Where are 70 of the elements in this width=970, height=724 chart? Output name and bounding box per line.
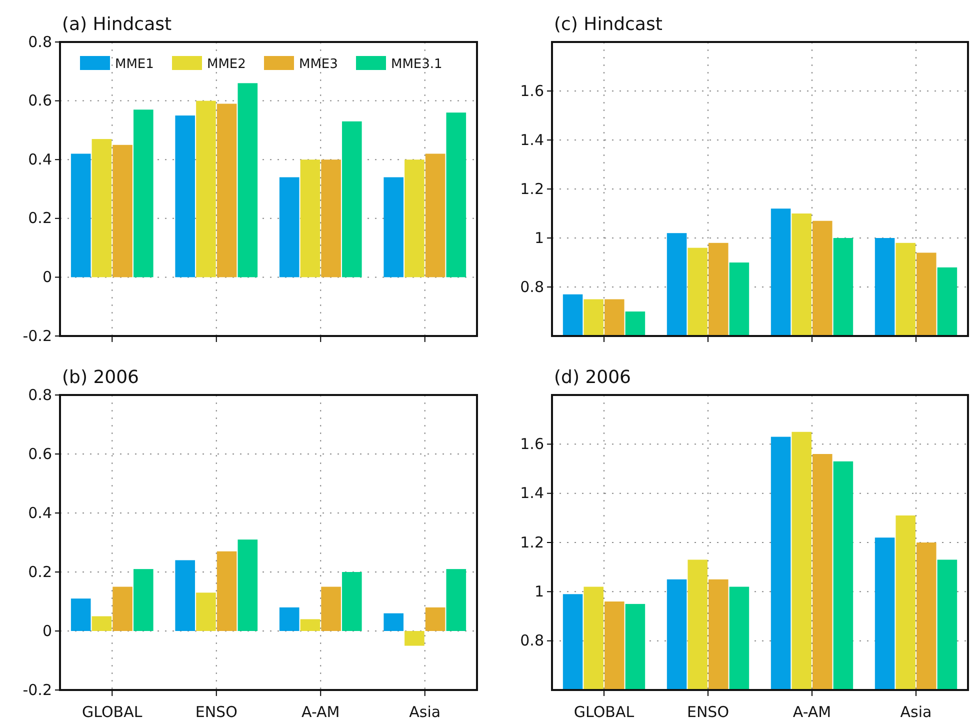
x-tick-label: A-AM: [302, 703, 340, 721]
bar: [425, 607, 446, 631]
y-tick-label: 1.2: [520, 180, 544, 198]
bar: [216, 104, 237, 278]
x-tick-label: ENSO: [686, 703, 730, 721]
bar: [342, 121, 362, 278]
y-tick-label: 1.2: [520, 533, 544, 552]
chart-title: (d) 2006: [554, 367, 632, 388]
y-tick-label: 0.4: [28, 150, 52, 168]
bar: [279, 607, 300, 631]
legend-label: MME1: [115, 57, 154, 72]
bar: [384, 177, 404, 278]
bar: [446, 569, 466, 631]
x-tick-label: GLOBAL: [82, 703, 143, 721]
bar: [342, 572, 362, 631]
y-tick-label: 0.8: [28, 32, 52, 51]
bar: [321, 586, 341, 631]
y-tick-label: 0.2: [28, 209, 52, 228]
y-tick-label: 0.8: [520, 632, 544, 650]
bar: [404, 631, 424, 646]
bar: [112, 144, 132, 278]
legend-label: MME3: [299, 57, 338, 72]
bar: [384, 613, 404, 631]
x-tick-label: Asia: [900, 703, 932, 721]
legend-label: MME3.1: [391, 57, 442, 72]
bar: [279, 177, 300, 278]
bar: [238, 83, 258, 278]
bar: [300, 619, 320, 631]
y-tick-label: -0.2: [22, 680, 52, 699]
y-tick-label: 1.6: [520, 434, 544, 453]
bar: [133, 110, 154, 278]
bar: [446, 112, 466, 278]
y-tick-label: 1.4: [520, 484, 544, 502]
y-tick-label: 1.6: [520, 82, 544, 100]
chart-title: (b) 2006: [62, 367, 140, 388]
x-tick-label: GLOBAL: [574, 703, 635, 721]
y-tick-label: 0.2: [28, 562, 52, 581]
y-tick-label: 1: [534, 582, 544, 600]
bar: [321, 160, 341, 278]
y-tick-label: 1.4: [520, 130, 544, 149]
bar: [196, 592, 216, 631]
legend-label: MME2: [207, 57, 246, 72]
y-tick-label: 1: [534, 228, 544, 247]
bar: [216, 551, 237, 631]
x-tick-label: A-AM: [792, 703, 832, 721]
bar: [133, 569, 154, 631]
bar: [70, 598, 91, 631]
bar: [404, 160, 424, 278]
y-tick-label: 0.8: [28, 386, 52, 404]
y-tick-label: -0.2: [22, 326, 52, 345]
chart-title: (a) Hindcast: [62, 14, 172, 35]
x-tick-label: Asia: [409, 703, 441, 721]
chart-title: (c) Hindcast: [554, 14, 662, 35]
bar: [112, 586, 132, 631]
y-tick-label: 0.8: [520, 278, 544, 296]
y-tick-label: 0: [42, 622, 52, 640]
bar: [196, 100, 216, 278]
x-tick-label: ENSO: [195, 703, 238, 721]
bar: [175, 116, 196, 278]
bar: [70, 154, 91, 278]
y-tick-label: 0.6: [28, 444, 52, 463]
bar: [175, 560, 196, 631]
bar: [425, 154, 446, 278]
y-tick-label: 0: [42, 268, 52, 286]
bar: [300, 160, 320, 278]
bar: [92, 139, 112, 278]
y-tick-label: 0.4: [28, 504, 52, 522]
bar: [238, 540, 258, 631]
y-tick-label: 0.6: [28, 92, 52, 110]
bar: [92, 616, 112, 631]
